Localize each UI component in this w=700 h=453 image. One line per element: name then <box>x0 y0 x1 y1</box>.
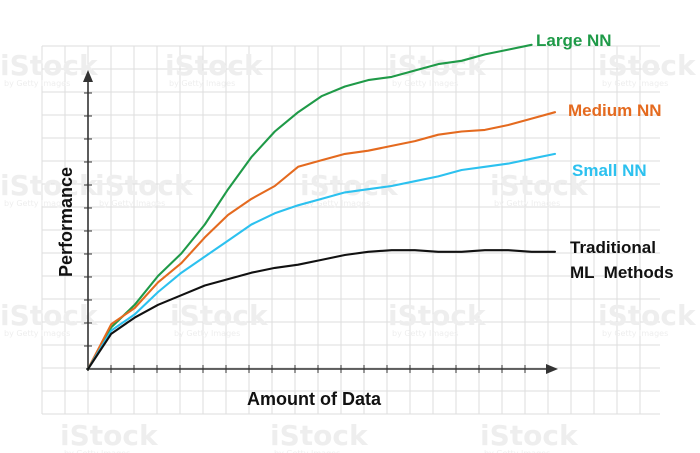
watermark-logo: iStock <box>300 169 399 202</box>
watermark-logo: iStock <box>388 49 487 82</box>
watermark-subtext: by Getty Images <box>174 329 240 338</box>
gridlines <box>41 45 660 415</box>
watermark-logo: iStock <box>0 299 99 332</box>
watermark-logo: iStock <box>170 299 269 332</box>
watermark-subtext: by Getty Images <box>602 329 668 338</box>
watermark-subtext: by Getty Images <box>64 449 130 453</box>
series-line-large <box>86 43 533 371</box>
y-axis-title: Performance <box>56 167 76 277</box>
watermark-subtext: by Getty Images <box>484 449 550 453</box>
watermark-logo: iStock <box>60 419 159 452</box>
watermark-logo: iStock <box>480 419 579 452</box>
series-line-small <box>86 152 557 371</box>
series-label-line: Traditional <box>570 238 656 257</box>
series-label-medium: Medium NN <box>568 101 662 120</box>
series-label-small: Small NN <box>572 161 647 180</box>
series-labels: Large NN Medium NN Small NN Traditional ML M… <box>536 31 674 282</box>
watermark-subtext: by Getty Images <box>4 79 70 88</box>
y-axis-arrow <box>83 70 93 82</box>
watermark-logo: iStock <box>95 169 194 202</box>
watermark-subtext: by Getty Images <box>4 199 70 208</box>
axes <box>83 70 558 374</box>
series-label-line: Small NN <box>572 161 647 180</box>
series-label-traditional: Traditional ML Methods <box>570 238 674 282</box>
watermark-logo: iStock <box>490 169 589 202</box>
watermark-subtext: by Getty Images <box>494 199 560 208</box>
series-lines <box>86 43 557 371</box>
watermark-subtext: by Getty Images <box>4 329 70 338</box>
series-label-line: Medium NN <box>568 101 662 120</box>
watermark-subtext: by Getty Images <box>274 449 340 453</box>
watermark-logo: iStock <box>0 49 99 82</box>
watermark-logo: iStock <box>0 169 99 202</box>
watermark-logo: iStock <box>598 299 697 332</box>
x-axis-title: Amount of Data <box>247 389 382 409</box>
watermark-logo: iStock <box>598 49 697 82</box>
series-label-line: ML Methods <box>570 263 674 282</box>
series-label-large: Large NN <box>536 31 612 50</box>
watermark-subtext: by Getty Images <box>304 199 370 208</box>
series-line-traditional <box>86 249 557 371</box>
watermark-logo: iStock <box>165 49 264 82</box>
watermark-subtext: by Getty Images <box>169 79 235 88</box>
series-label-line: Large NN <box>536 31 612 50</box>
watermark-subtext: by Getty Images <box>392 329 458 338</box>
series-line-medium <box>86 111 557 371</box>
watermark-subtext: by Getty Images <box>392 79 458 88</box>
watermark-subtext: by Getty Images <box>99 199 165 208</box>
watermark-subtext: by Getty Images <box>602 79 668 88</box>
x-axis-arrow <box>546 364 558 374</box>
watermark-logo: iStock <box>270 419 369 452</box>
watermark-logo: iStock <box>388 299 487 332</box>
